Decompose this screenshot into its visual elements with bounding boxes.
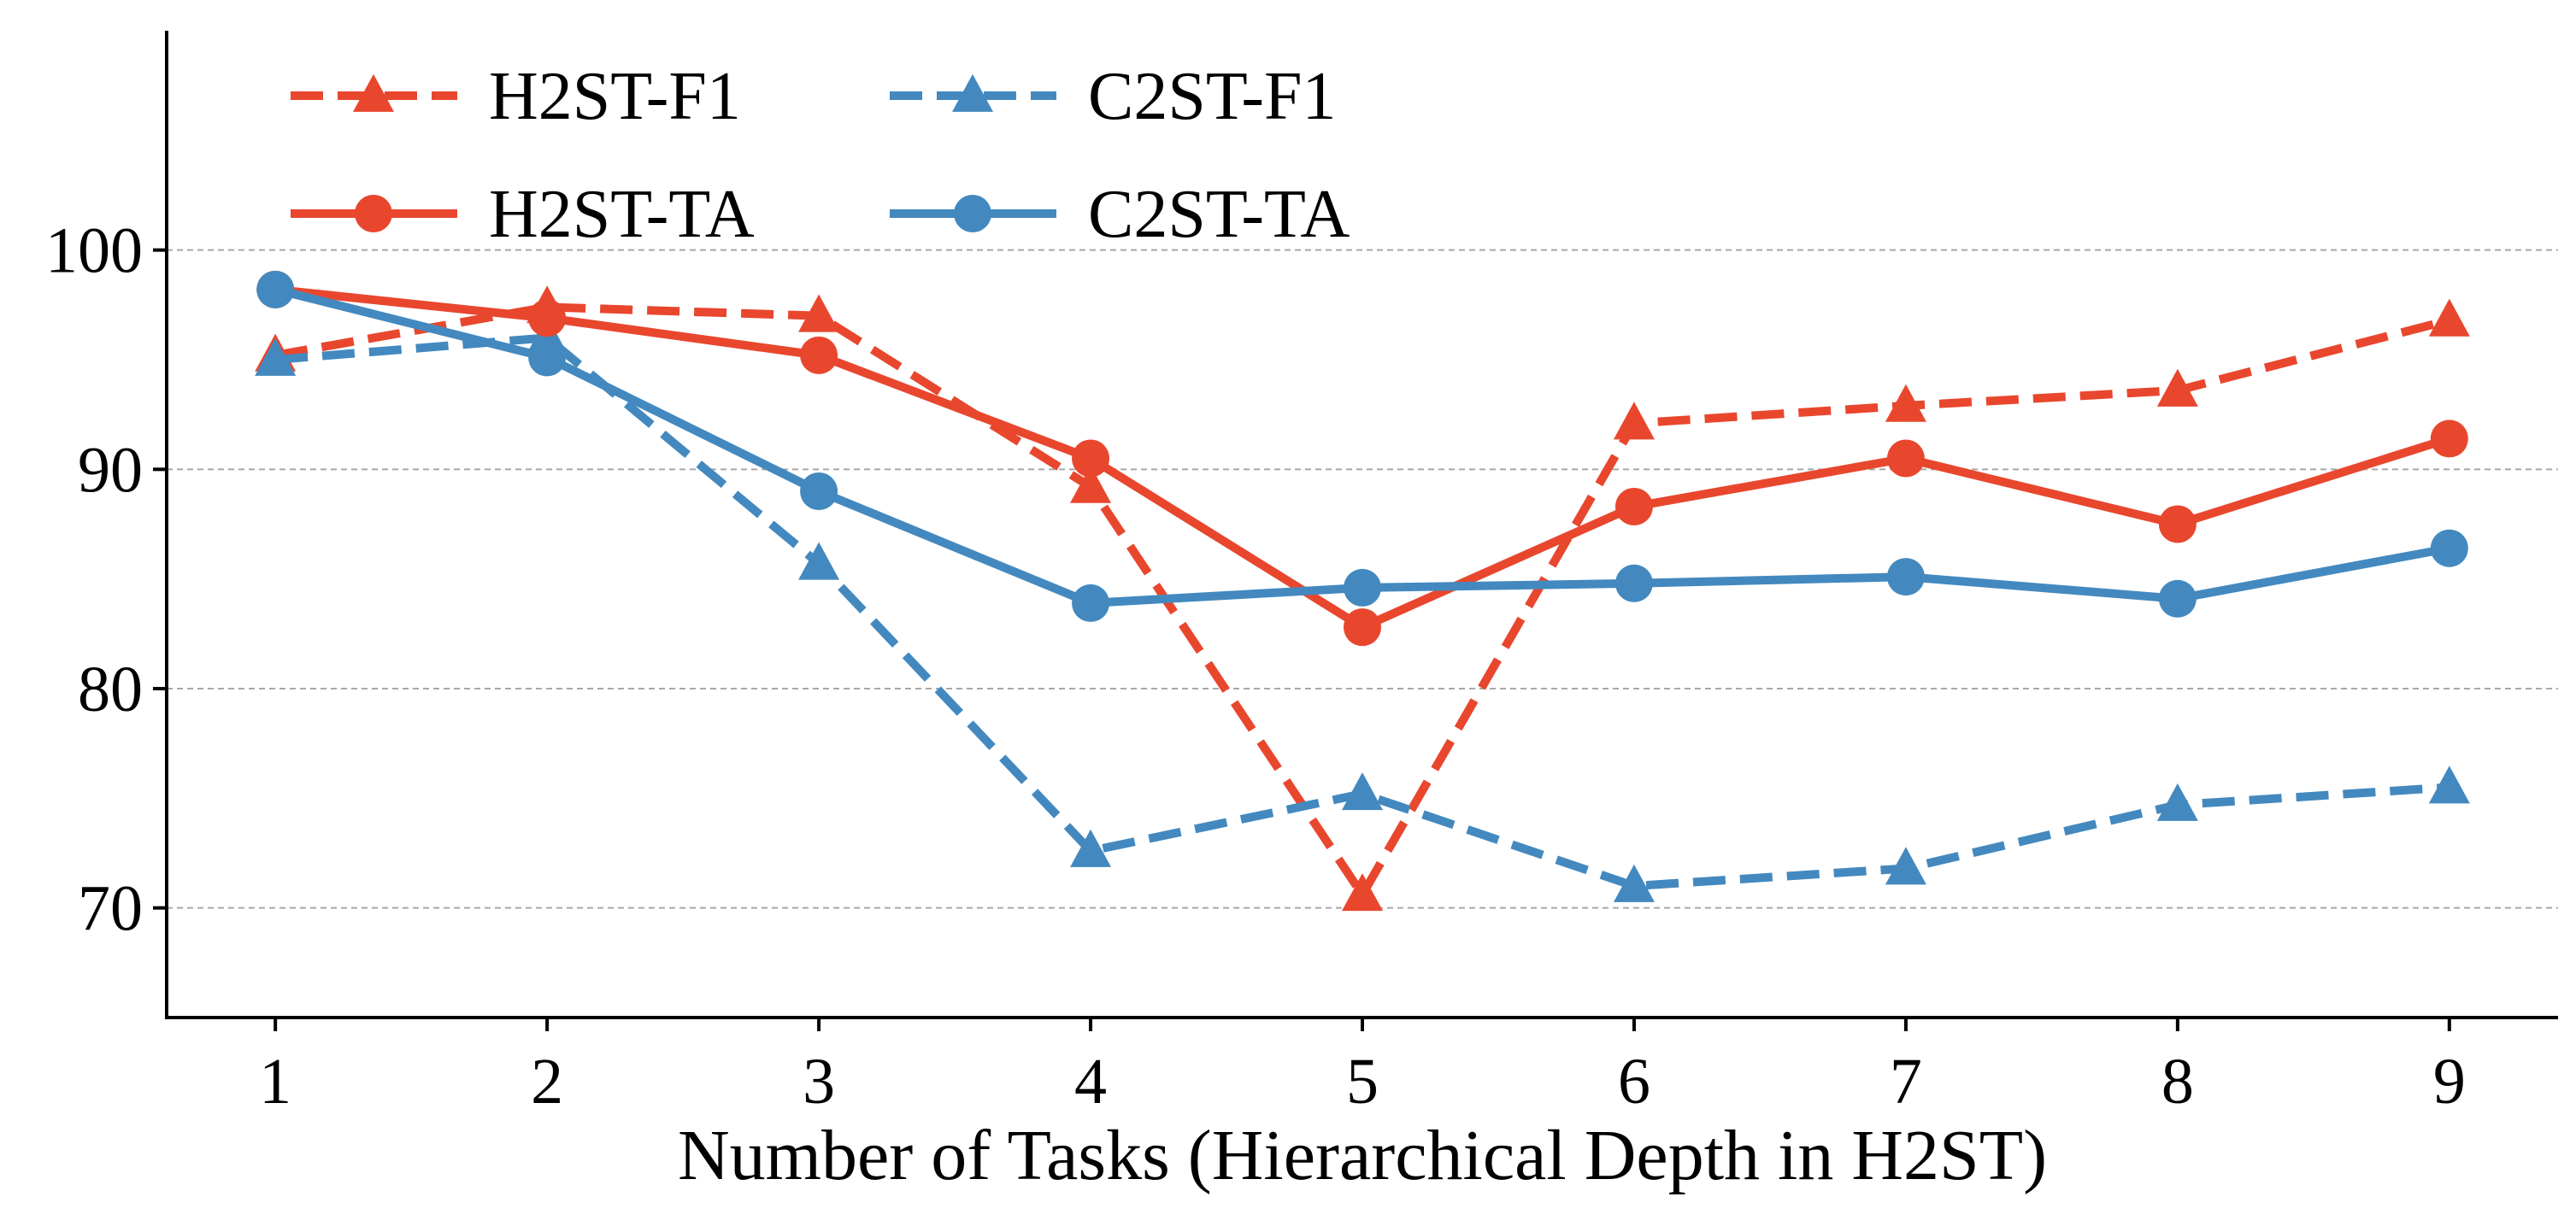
data-point-c2st-f1-4	[1070, 829, 1112, 867]
data-point-c2st-ta-4	[1072, 584, 1110, 622]
y-tick-label: 70	[78, 873, 143, 945]
data-point-c2st-ta-1	[256, 270, 295, 308]
data-point-h2st-ta-6	[1614, 487, 1653, 525]
data-point-h2st-f1-3	[798, 294, 840, 332]
data-point-c2st-ta-7	[1886, 558, 1925, 596]
x-tick-label: 3	[803, 1046, 835, 1118]
data-point-h2st-f1-8	[2156, 368, 2198, 407]
y-tick-label: 100	[45, 215, 143, 287]
x-tick-label: 4	[1074, 1046, 1107, 1118]
x-tick-label: 6	[1618, 1046, 1650, 1118]
legend-marker-c2st-f1	[952, 73, 993, 112]
data-point-c2st-ta-5	[1344, 568, 1381, 607]
series-lines	[255, 270, 2470, 912]
data-point-h2st-ta-9	[2430, 419, 2468, 458]
x-tick-label: 8	[2161, 1046, 2194, 1118]
data-point-c2st-f1-1	[255, 337, 297, 376]
legend-item-c2st-f1: C2ST-F1	[890, 59, 1337, 134]
legend: H2ST-F1 C2ST-F1 H2ST-TA C2ST-TA	[291, 59, 1350, 252]
legend-marker-c2st-ta	[954, 195, 991, 232]
data-point-h2st-ta-8	[2158, 505, 2197, 543]
data-point-c2st-ta-8	[2158, 579, 2197, 618]
legend-label-h2st-f1: H2ST-F1	[489, 59, 741, 134]
legend-marker-h2st-f1	[353, 73, 394, 112]
data-point-c2st-f1-5	[1342, 772, 1383, 811]
legend-label-c2st-f1: C2ST-F1	[1088, 59, 1337, 134]
x-tick-label: 1	[259, 1046, 291, 1118]
data-point-c2st-ta-9	[2430, 529, 2468, 567]
data-point-h2st-f1-7	[1885, 384, 1926, 422]
data-point-h2st-ta-4	[1072, 439, 1110, 478]
legend-marker-h2st-ta	[355, 195, 392, 232]
x-tick-label: 2	[531, 1046, 563, 1118]
data-point-c2st-f1-3	[798, 542, 840, 580]
data-point-c2st-ta-6	[1614, 564, 1653, 602]
y-tick-label: 90	[78, 434, 143, 506]
series-line-c2st-ta	[273, 285, 2450, 607]
data-point-c2st-f1-8	[2156, 783, 2198, 821]
data-point-h2st-f1-4	[1070, 465, 1112, 503]
data-point-h2st-f1-5	[1342, 873, 1383, 912]
data-point-h2st-ta-5	[1344, 608, 1381, 647]
x-axis-title: Number of Tasks (Hierarchical Depth in H…	[678, 1116, 2047, 1195]
data-point-h2st-f1-6	[1613, 402, 1655, 440]
data-point-c2st-ta-3	[800, 472, 838, 510]
y-tick-label: 80	[78, 654, 143, 725]
data-point-h2st-f1-9	[2428, 298, 2470, 337]
x-tick-label: 7	[1890, 1046, 1922, 1118]
data-point-c2st-f1-7	[1885, 847, 1926, 885]
data-point-h2st-ta-3	[800, 336, 838, 374]
data-point-c2st-ta-2	[528, 338, 567, 377]
legend-label-c2st-ta: C2ST-TA	[1088, 177, 1350, 252]
series-line-h2st-f1	[274, 302, 2451, 900]
data-point-h2st-ta-7	[1886, 439, 1925, 478]
legend-item-h2st-f1: H2ST-F1	[291, 59, 741, 134]
tick-marks: 70 80 90 100 1 2 3 4 5 6 7 8 9	[45, 215, 2466, 1118]
legend-item-h2st-ta: H2ST-TA	[291, 177, 755, 252]
legend-label-h2st-ta: H2ST-TA	[489, 177, 755, 252]
x-tick-label: 5	[1346, 1046, 1379, 1118]
series-c2st-ta	[256, 270, 2468, 622]
legend-item-c2st-ta: C2ST-TA	[890, 177, 1350, 252]
x-tick-label: 9	[2433, 1046, 2466, 1118]
data-point-c2st-f1-9	[2428, 766, 2470, 804]
data-point-h2st-ta-2	[528, 299, 567, 337]
data-point-c2st-f1-6	[1613, 864, 1655, 902]
